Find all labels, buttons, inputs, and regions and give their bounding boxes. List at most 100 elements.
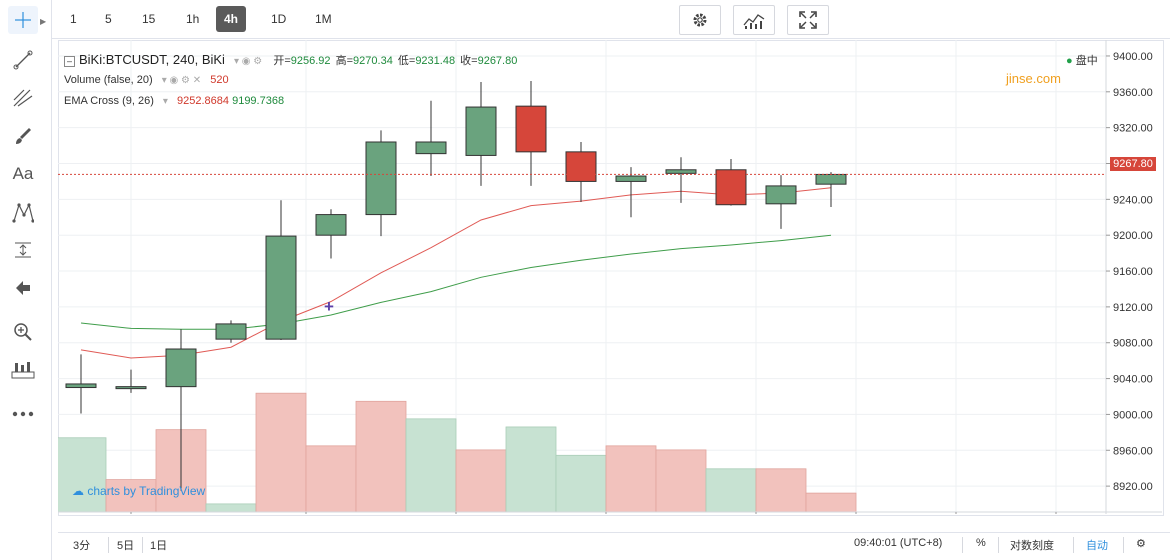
candle-body (515, 105, 547, 153)
percent-toggle[interactable]: % (976, 537, 986, 549)
candle-body (565, 151, 597, 182)
legend-ema-title: EMA Cross (9, 26) (64, 95, 154, 107)
legend-open: 9256.92 (290, 55, 331, 67)
legend-high: 9270.34 (353, 55, 393, 67)
volume-bar (58, 437, 107, 513)
back-arrow-icon[interactable] (8, 274, 38, 302)
candle-body (415, 141, 447, 155)
volume-bar (755, 468, 807, 513)
interval-1mo[interactable]: 1M (315, 12, 332, 26)
ema-fast-line (80, 187, 832, 359)
candle-body (815, 173, 847, 185)
interval-1m[interactable]: 1 (70, 12, 77, 26)
volume-bar (355, 400, 407, 513)
price-chart[interactable]: +8920.00 8960.00 9000.00 9040.00 9080.00 9120… (58, 40, 1162, 514)
brush-icon[interactable] (8, 122, 38, 150)
cloud-icon: ☁ (72, 484, 84, 498)
collapse-icon[interactable]: – (64, 55, 75, 67)
candle-body (465, 106, 497, 156)
y-tick-label: 9400.00 (1113, 51, 1153, 63)
legend-volume-title: Volume (false, 20) (64, 74, 153, 86)
volume-bar (805, 492, 857, 513)
legend-low: 9231.48 (415, 55, 456, 67)
separator (962, 537, 963, 553)
tradingview-credit[interactable]: ☁ charts by TradingView (72, 484, 205, 498)
volume-bar (505, 426, 557, 513)
legend-symbol: BiKi:BTCUSDT, 240, BiKi (79, 52, 225, 67)
measure-icon[interactable] (8, 236, 38, 264)
gear-icon[interactable] (679, 5, 721, 35)
auto-scale-toggle[interactable]: 自动 (1086, 540, 1108, 552)
volume-bar (655, 449, 707, 513)
volume-settings-icon[interactable]: ▾ ◉ ⚙ ✕ (161, 75, 202, 86)
candle-body (615, 175, 647, 182)
candle-body (715, 169, 747, 206)
candle-body (265, 235, 297, 340)
y-tick-label: 9080.00 (1113, 338, 1153, 350)
fullscreen-icon[interactable] (787, 5, 829, 35)
volume-bar (705, 468, 757, 513)
crosshair-icon[interactable] (8, 6, 38, 34)
chart-frame (58, 40, 1164, 516)
range-3min[interactable]: 3分 (73, 540, 91, 552)
separator (1123, 537, 1124, 553)
interval-5m[interactable]: 5 (105, 12, 112, 26)
ema-slow-line (80, 234, 832, 330)
text-icon[interactable]: Aa (8, 160, 38, 188)
chart-settings-icon[interactable]: ⚙ (1136, 538, 1146, 550)
candle-body (315, 214, 347, 236)
separator (1073, 537, 1074, 553)
event-marker: + (324, 297, 334, 316)
interval-4h[interactable]: 4h (216, 6, 247, 32)
market-status: ● 盘中 (1066, 52, 1098, 68)
legend-main: – BiKi:BTCUSDT, 240, BiKi ▾ ◉ ⚙ 开=9256.92… (64, 52, 517, 68)
interval-1d[interactable]: 1D (271, 12, 287, 26)
volume-bar (205, 503, 257, 513)
separator (998, 537, 999, 553)
legend-low-label: 低= (397, 55, 416, 67)
status-dot-icon: ● (1066, 55, 1073, 67)
interval-1h[interactable]: 1h (186, 12, 200, 26)
trendline-icon[interactable] (8, 46, 38, 74)
y-tick-label: 8920.00 (1113, 481, 1153, 493)
legend-eye-icon[interactable]: ▾ ◉ ⚙ (234, 56, 263, 67)
ema-menu-icon[interactable]: ▾ (162, 96, 168, 107)
y-tick-label: 9000.00 (1113, 409, 1153, 421)
range-5d[interactable]: 5日 (117, 540, 135, 552)
legend-volume-value: 520 (210, 74, 229, 86)
y-tick-label: 9160.00 (1113, 266, 1153, 278)
y-tick-label: 9120.00 (1113, 302, 1153, 314)
left-toolbar: ▶ Aa (0, 0, 52, 560)
fib-icon[interactable] (8, 84, 38, 112)
candle-body (165, 348, 197, 388)
volume-bar (405, 418, 457, 513)
bottom-bar: 3分 5日 1日 09:40:01 (UTC+8) % 对数刻度 自动 ⚙ (58, 532, 1170, 557)
chevron-right-icon[interactable]: ▶ (40, 17, 47, 26)
y-tick-label: 9040.00 (1113, 374, 1153, 386)
market-status-label: 盘中 (1075, 55, 1098, 67)
y-tick-label: 9360.00 (1113, 87, 1153, 99)
y-tick-label: 9240.00 (1113, 194, 1153, 206)
volume-bar (305, 445, 357, 513)
more-icon[interactable] (8, 400, 38, 428)
candle-body (665, 169, 697, 174)
ruler-icon[interactable] (8, 356, 38, 384)
pattern-icon[interactable] (8, 198, 38, 226)
indicators-icon[interactable] (733, 5, 775, 35)
credit-text: charts by TradingView (87, 484, 206, 498)
top-toolbar: 1 5 15 1h 4h 1D 1M (52, 0, 1170, 39)
interval-15m[interactable]: 15 (142, 12, 156, 26)
volume-bar (455, 449, 507, 513)
text-tool-label: Aa (12, 164, 34, 183)
y-tick-label: 9320.00 (1113, 123, 1153, 135)
log-scale-toggle[interactable]: 对数刻度 (1010, 540, 1054, 552)
volume-bar (555, 454, 607, 513)
legend-high-label: 高= (335, 55, 354, 67)
legend-close: 9267.80 (477, 55, 518, 67)
separator (142, 537, 143, 553)
range-1d[interactable]: 1日 (150, 540, 168, 552)
legend-ema-slow: 9199.7368 (232, 95, 285, 107)
zoom-icon[interactable] (8, 318, 38, 346)
clock-time: 09:40:01 (UTC+8) (854, 537, 943, 549)
last-price-tag: 9267.80 (1110, 157, 1156, 171)
